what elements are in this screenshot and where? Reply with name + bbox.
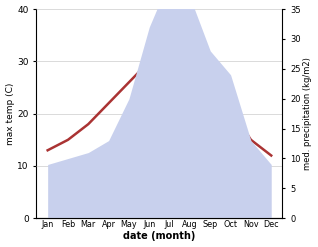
- X-axis label: date (month): date (month): [123, 231, 196, 242]
- Y-axis label: med. precipitation (kg/m2): med. precipitation (kg/m2): [303, 57, 313, 170]
- Y-axis label: max temp (C): max temp (C): [5, 82, 15, 145]
